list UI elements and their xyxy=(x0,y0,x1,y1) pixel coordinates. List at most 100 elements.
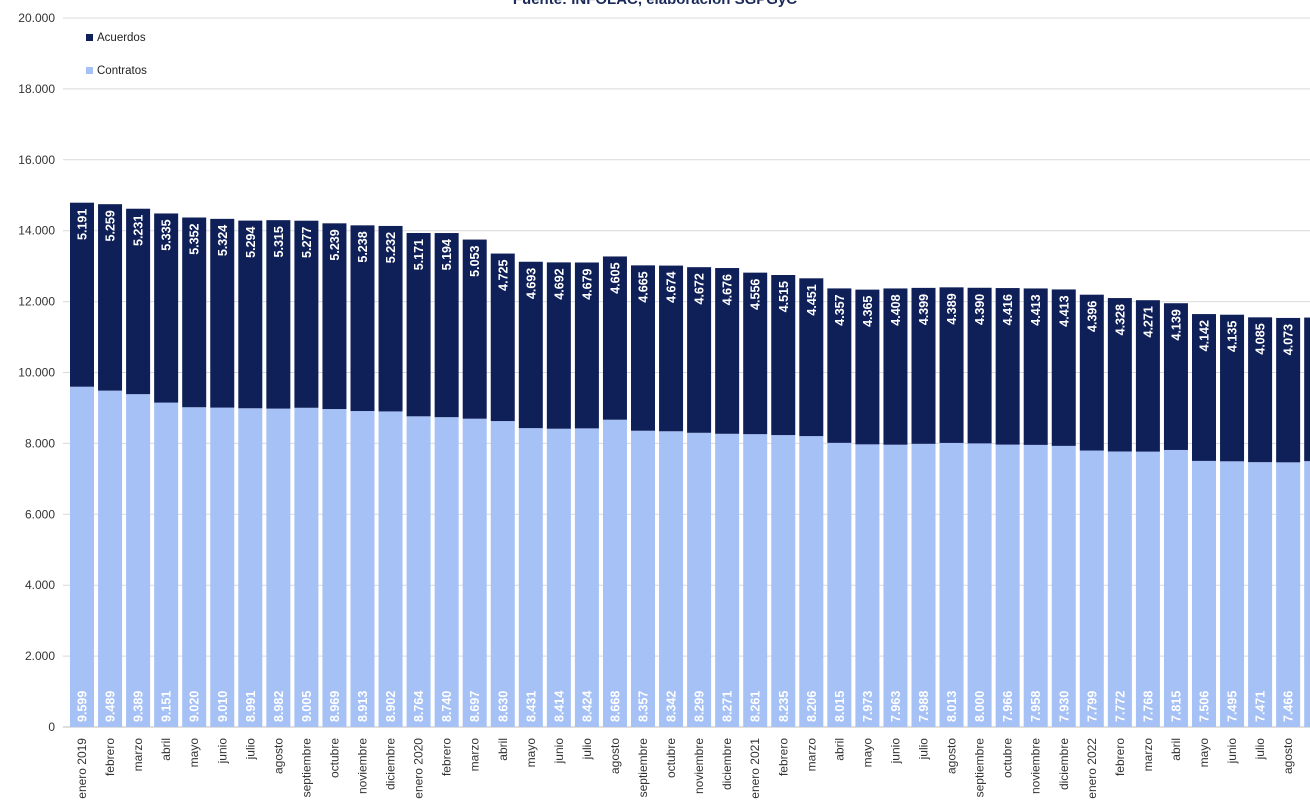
bar-contratos xyxy=(1276,462,1301,727)
data-label-contratos: 8.991 xyxy=(244,691,258,722)
bar-acuerdos xyxy=(1079,294,1104,451)
bar-contratos xyxy=(799,436,824,727)
data-label-contratos: 9.389 xyxy=(132,691,146,722)
data-label-contratos: 9.010 xyxy=(216,691,230,722)
bar-contratos xyxy=(827,442,852,727)
bar-acuerdos xyxy=(546,262,571,429)
x-tick-label: agosto xyxy=(608,738,622,774)
x-tick-label: mayo xyxy=(860,738,874,768)
y-tick-label: 8.000 xyxy=(25,436,55,450)
data-label-acuerdos: 4.142 xyxy=(1198,320,1212,351)
y-tick-label: 0 xyxy=(48,720,55,734)
data-label-acuerdos: 5.294 xyxy=(244,227,258,258)
data-label-contratos: 8.357 xyxy=(637,691,651,722)
data-label-contratos: 8.414 xyxy=(552,691,566,722)
bar-acuerdos xyxy=(294,220,319,408)
bar-acuerdos xyxy=(939,287,964,443)
bar-acuerdos xyxy=(855,289,880,445)
data-label-contratos: 8.982 xyxy=(272,691,286,722)
bar-contratos xyxy=(1135,451,1160,727)
bar-contratos xyxy=(70,386,94,727)
data-label-acuerdos: 5.352 xyxy=(188,223,202,254)
data-label-contratos: 9.599 xyxy=(76,691,90,722)
bar-contratos xyxy=(238,408,263,727)
data-label-acuerdos: 4.416 xyxy=(1001,294,1015,325)
bar-acuerdos xyxy=(827,288,852,443)
data-label-contratos: 8.764 xyxy=(412,691,426,722)
bar-acuerdos xyxy=(574,262,599,429)
bar-contratos xyxy=(266,408,291,727)
data-label-acuerdos: 5.277 xyxy=(300,227,314,258)
x-tick-label: junio xyxy=(888,738,902,765)
data-label-acuerdos: 4.413 xyxy=(1029,294,1043,325)
x-tick-label: enero 2020 xyxy=(412,738,426,799)
data-label-contratos: 8.969 xyxy=(328,691,342,722)
bar-contratos xyxy=(687,432,712,727)
x-tick-label: abril xyxy=(496,738,510,761)
x-tick-label: marzo xyxy=(1141,738,1155,772)
y-tick-label: 2.000 xyxy=(25,649,55,663)
data-label-acuerdos: 4.328 xyxy=(1113,304,1127,335)
data-label-acuerdos: 4.556 xyxy=(749,279,763,310)
data-label-acuerdos: 5.259 xyxy=(104,210,118,241)
legend-swatch-contratos xyxy=(86,67,93,74)
bar-contratos xyxy=(631,430,655,727)
data-label-contratos: 7.966 xyxy=(1001,691,1015,722)
x-tick-label: septiembre xyxy=(973,738,987,798)
bar-acuerdos xyxy=(434,233,459,418)
bar-contratos xyxy=(1079,450,1104,727)
data-label-acuerdos: 5.315 xyxy=(272,226,286,257)
x-tick-label: enero 2019 xyxy=(75,738,89,799)
data-label-contratos: 8.013 xyxy=(945,691,959,722)
x-tick-label: enero 2022 xyxy=(1085,738,1099,799)
data-label-acuerdos: 4.676 xyxy=(721,274,735,305)
x-tick-label: julio xyxy=(917,738,931,761)
bar-contratos xyxy=(546,428,571,727)
chart-legend: Acuerdos Contratos xyxy=(86,29,147,95)
data-label-acuerdos: 4.672 xyxy=(693,273,707,304)
bar-contratos xyxy=(1248,462,1273,727)
data-label-contratos: 8.424 xyxy=(580,691,594,722)
bar-acuerdos xyxy=(743,272,768,435)
bar-acuerdos xyxy=(266,220,291,409)
data-label-acuerdos: 5.194 xyxy=(440,239,454,270)
x-tick-label: diciembre xyxy=(1057,738,1071,790)
y-tick-label: 6.000 xyxy=(25,507,55,521)
x-tick-label: mayo xyxy=(524,738,538,768)
x-tick-label: septiembre xyxy=(299,738,313,798)
data-label-acuerdos: 5.239 xyxy=(328,229,342,260)
data-label-acuerdos: 5.232 xyxy=(384,232,398,263)
bar-acuerdos xyxy=(1192,314,1216,461)
data-label-acuerdos: 5.238 xyxy=(356,231,370,262)
data-label-acuerdos: 5.171 xyxy=(412,239,426,270)
data-label-acuerdos: 4.665 xyxy=(637,271,651,302)
data-label-acuerdos: 5.191 xyxy=(76,209,90,240)
data-label-acuerdos: 5.053 xyxy=(468,246,482,277)
x-tick-label: diciembre xyxy=(384,738,398,790)
bar-acuerdos xyxy=(518,261,543,429)
x-tick-label: julio xyxy=(243,738,257,761)
data-label-contratos: 8.913 xyxy=(356,691,370,722)
bar-acuerdos xyxy=(631,265,655,431)
data-label-contratos: 9.489 xyxy=(104,691,118,722)
bar-acuerdos xyxy=(182,217,207,408)
data-label-acuerdos: 4.692 xyxy=(552,268,566,299)
bar-acuerdos xyxy=(911,287,936,444)
y-tick-label: 20.000 xyxy=(18,11,55,25)
x-tick-label: agosto xyxy=(1281,738,1295,774)
bar-acuerdos xyxy=(1248,317,1273,463)
bar-acuerdos xyxy=(883,288,908,445)
bar-acuerdos xyxy=(490,253,515,422)
data-label-acuerdos: 4.725 xyxy=(496,260,510,291)
data-label-acuerdos: 4.413 xyxy=(1057,295,1071,326)
data-label-acuerdos: 4.674 xyxy=(665,272,679,303)
data-label-contratos: 8.697 xyxy=(468,691,482,722)
x-tick-label: marzo xyxy=(468,738,482,772)
bar-acuerdos xyxy=(799,278,824,437)
bar-contratos xyxy=(1220,461,1245,727)
y-tick-label: 18.000 xyxy=(18,82,55,96)
bar-contratos xyxy=(939,442,964,727)
data-label-acuerdos: 4.073 xyxy=(1282,324,1296,355)
data-label-acuerdos: 4.390 xyxy=(973,294,987,325)
bar-contratos xyxy=(995,444,1020,727)
